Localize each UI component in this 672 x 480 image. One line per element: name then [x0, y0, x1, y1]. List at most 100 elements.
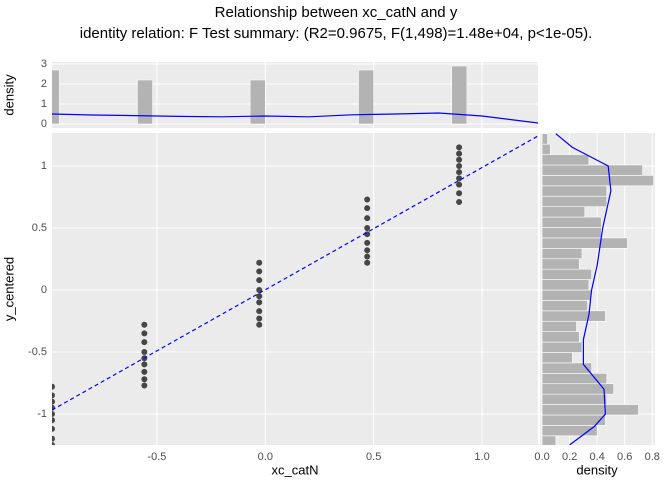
point	[364, 231, 371, 238]
bar	[541, 133, 548, 145]
y-tick-label: 2	[41, 78, 47, 90]
point	[52, 442, 55, 445]
point	[52, 383, 55, 390]
point	[456, 150, 463, 157]
chart-subtitle: identity relation: F Test summary: (R2=0…	[80, 25, 593, 42]
point	[256, 268, 263, 275]
y-tick-label: 0.5	[32, 222, 47, 234]
x-tick-label: 0.0	[534, 451, 549, 463]
bar	[541, 300, 588, 312]
point	[256, 293, 263, 300]
point	[364, 224, 371, 231]
point	[256, 299, 263, 306]
chart-title: Relationship between xc_catN and y	[215, 4, 458, 21]
density-line	[52, 112, 538, 124]
x-tick-label: 0.8	[645, 451, 660, 463]
point	[141, 376, 148, 383]
panel-background	[52, 133, 538, 445]
y-tick-label: 3	[41, 58, 47, 70]
bar	[541, 341, 583, 353]
point	[364, 205, 371, 212]
x-tick-label: 0.5	[366, 451, 381, 463]
point	[141, 368, 148, 375]
x-tick-label: 0.2	[562, 451, 577, 463]
point	[364, 196, 371, 203]
point	[52, 392, 55, 399]
bar	[358, 69, 374, 125]
y-tick-label: 1	[41, 160, 47, 172]
point	[141, 339, 148, 346]
bar	[541, 352, 573, 364]
bar	[541, 258, 580, 270]
bar	[52, 69, 60, 125]
fit-line	[52, 135, 538, 411]
point	[141, 382, 148, 389]
x-tick-label: 1.0	[474, 451, 489, 463]
panel	[52, 133, 538, 445]
bar	[541, 248, 583, 260]
y-axis-label: density	[1, 74, 16, 116]
point	[52, 398, 55, 405]
x-tick-label: 0.4	[590, 451, 605, 463]
bar	[541, 373, 608, 385]
bar	[541, 289, 592, 301]
bar	[451, 65, 468, 125]
point	[141, 361, 148, 368]
bar	[541, 383, 614, 395]
point	[256, 277, 263, 284]
bar	[541, 320, 577, 332]
y-tick-label: -1	[37, 408, 47, 420]
x-axis-label: density	[576, 462, 618, 477]
point	[256, 259, 263, 266]
bar	[541, 216, 602, 228]
point	[52, 425, 55, 432]
point	[52, 417, 55, 424]
bar	[541, 185, 608, 197]
point	[256, 321, 263, 328]
point	[364, 215, 371, 222]
point	[456, 162, 463, 169]
point	[256, 286, 263, 293]
point	[456, 175, 463, 182]
x-tick-label: -0.5	[147, 451, 166, 463]
bar	[541, 143, 551, 155]
bar	[541, 154, 590, 166]
bar	[541, 268, 592, 280]
bar	[541, 195, 608, 207]
point	[141, 348, 148, 355]
bar	[541, 227, 602, 239]
bar	[541, 310, 606, 322]
point	[456, 198, 463, 205]
bar	[541, 404, 639, 416]
point	[256, 308, 263, 315]
point	[141, 321, 148, 328]
point	[364, 259, 371, 266]
bar	[541, 435, 557, 445]
x-axis-label: xc_catN	[272, 462, 319, 477]
bar	[249, 79, 266, 125]
bar	[541, 331, 580, 343]
point	[141, 330, 148, 337]
bar	[541, 279, 590, 291]
bar	[541, 237, 628, 249]
y-tick-label: 1	[41, 98, 47, 110]
point	[364, 247, 371, 254]
point	[52, 435, 55, 442]
point	[456, 144, 463, 151]
point	[456, 181, 463, 188]
density-line	[555, 133, 612, 445]
bar	[541, 175, 654, 187]
point	[364, 253, 371, 260]
panel	[52, 62, 538, 128]
bar	[137, 79, 153, 125]
y-tick-label: -0.5	[28, 346, 47, 358]
point	[456, 169, 463, 176]
bar	[541, 164, 643, 176]
point	[456, 156, 463, 163]
bar	[541, 393, 608, 405]
x-tick-label: 0.6	[617, 451, 632, 463]
point	[456, 190, 463, 197]
y-tick-label: 0	[41, 284, 47, 296]
x-tick-label: 0.0	[258, 451, 273, 463]
